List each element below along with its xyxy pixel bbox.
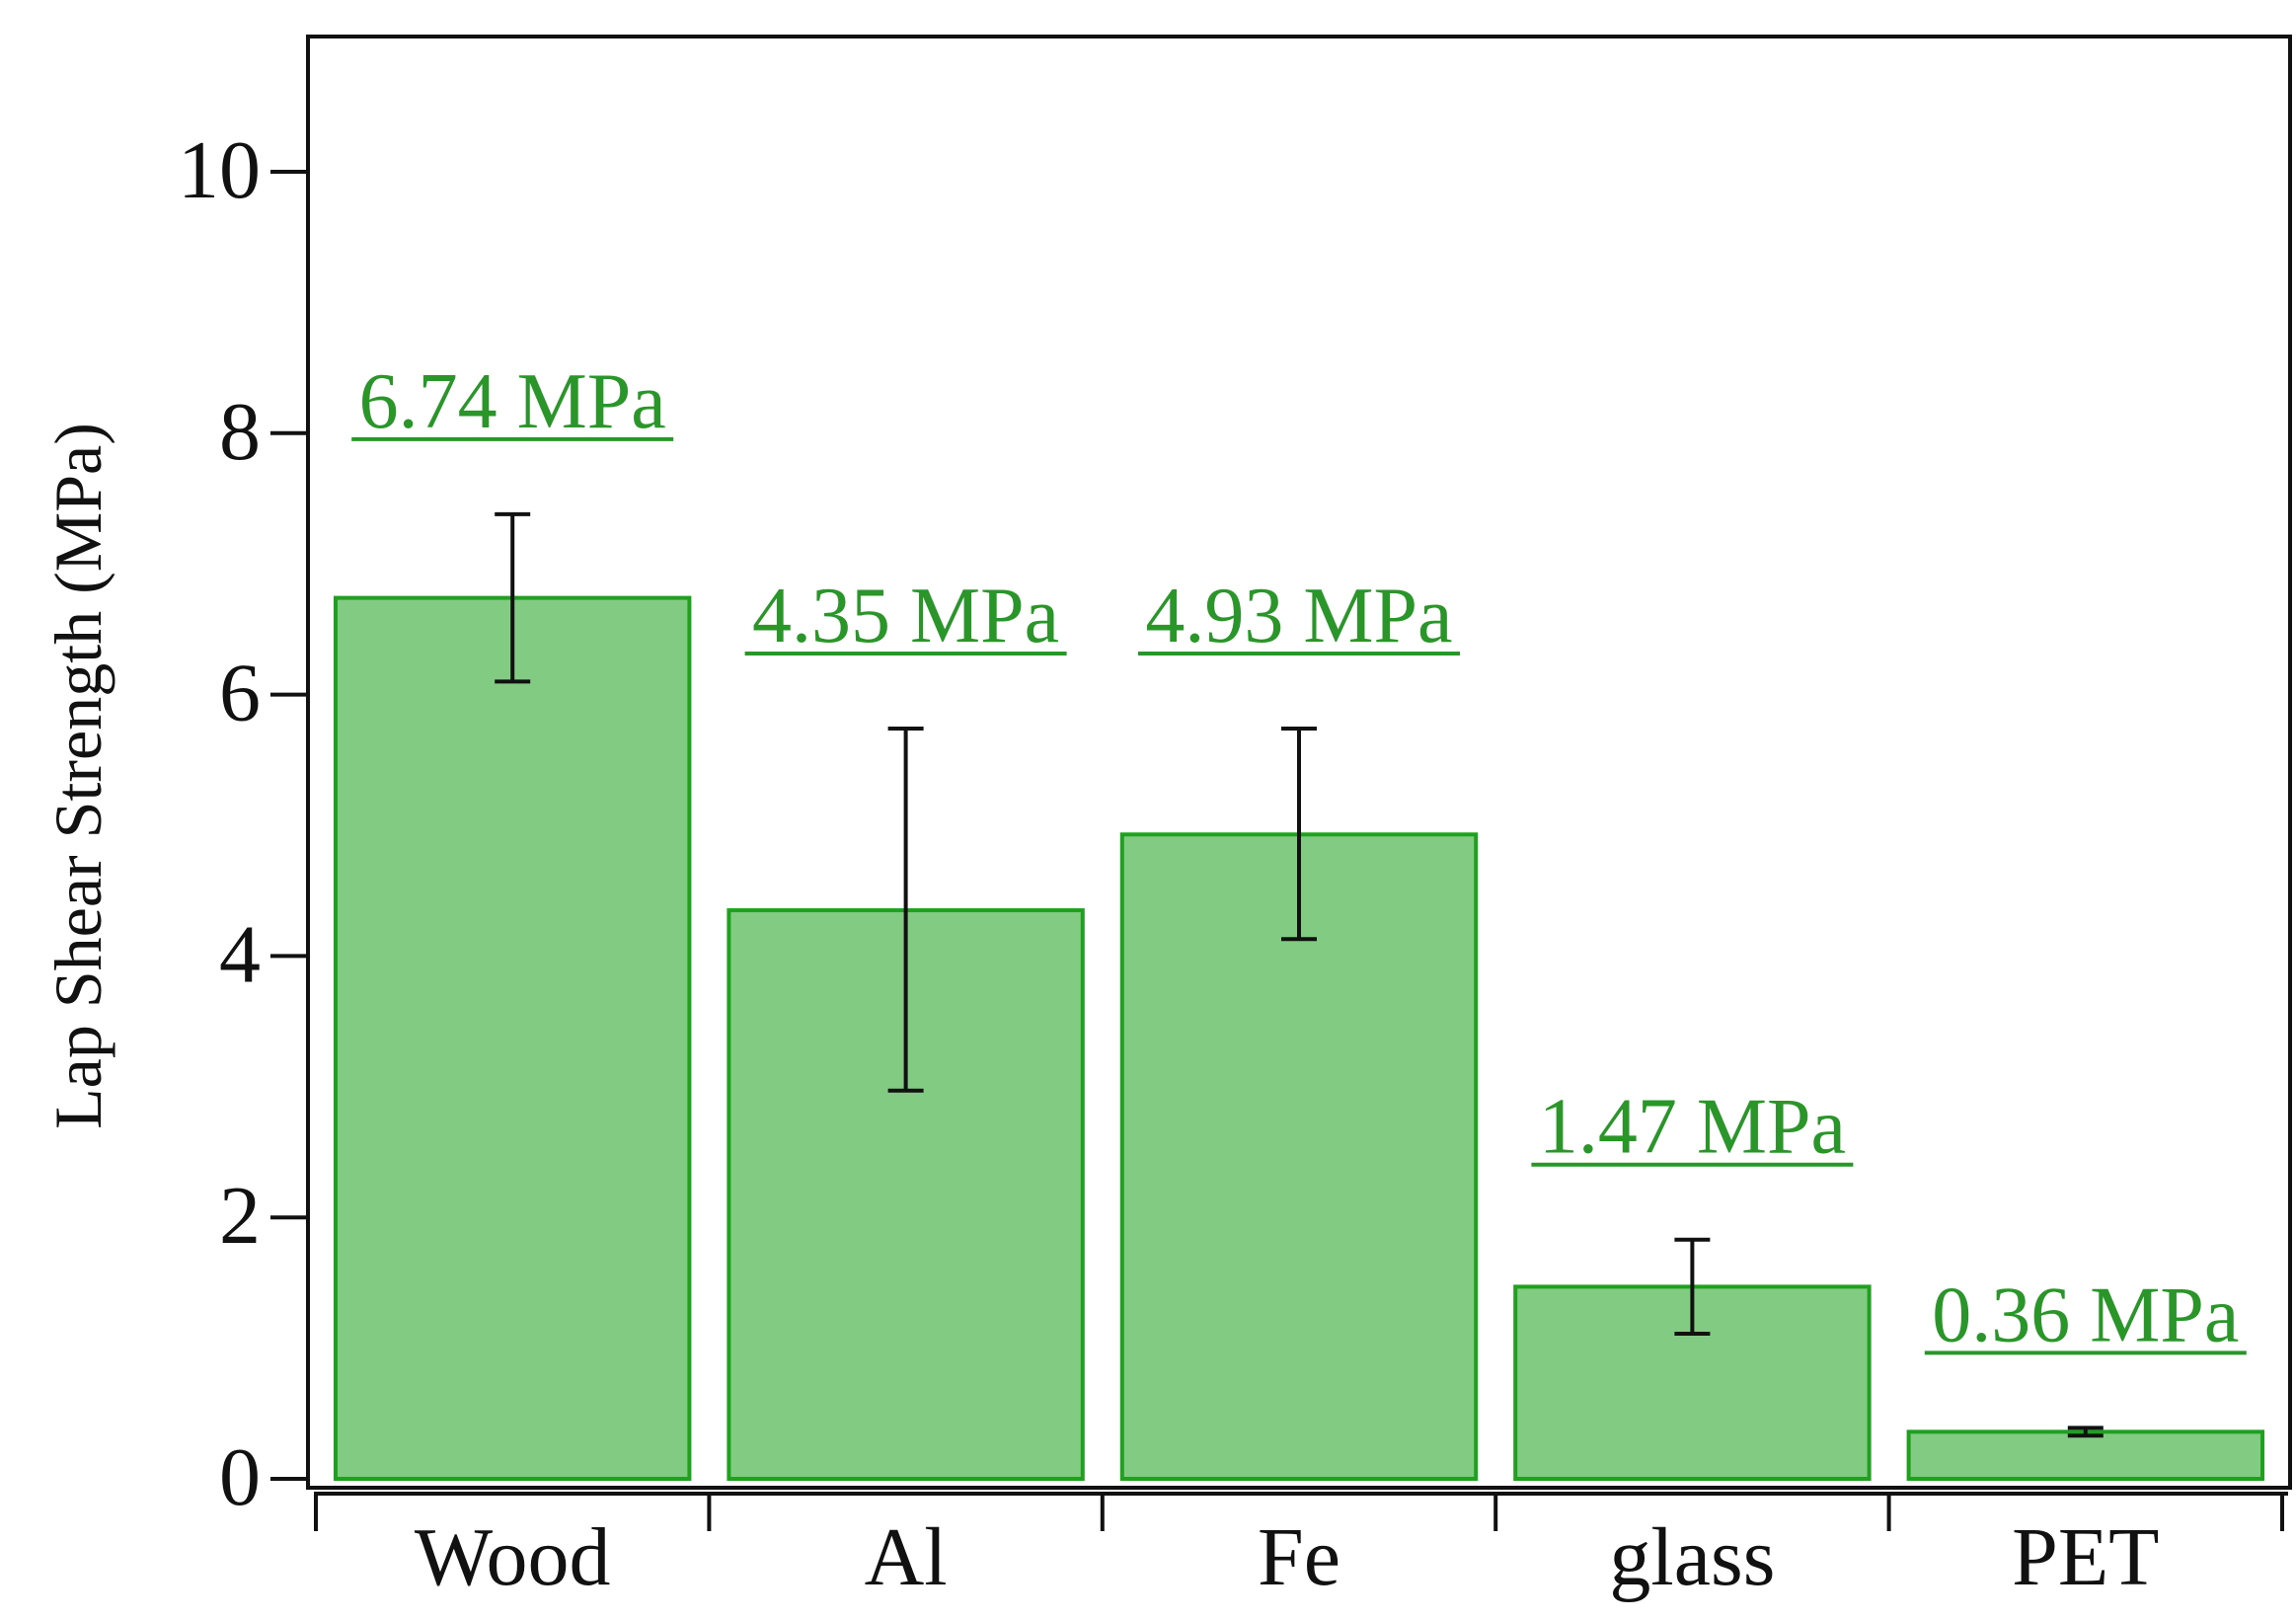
- data-label: 1.47 MPa: [1539, 1084, 1846, 1171]
- x-axis: Wood Al Fe glass PET: [314, 1492, 2288, 1603]
- bar-wood: [334, 595, 692, 1481]
- error-bars: [495, 511, 2104, 1438]
- bar-al: [727, 908, 1085, 1481]
- x-tick-label: PET: [2012, 1511, 2159, 1603]
- bar-fe: [1119, 832, 1479, 1481]
- x-tick-label: Wood: [415, 1511, 611, 1603]
- y-axis-title: Lap Shear Strength (MPa): [40, 423, 115, 1129]
- plot-frame: [306, 35, 2292, 1490]
- y-tick-label: 6: [219, 648, 261, 739]
- y-axis: 0 2 4 6 8 10: [178, 124, 308, 1523]
- data-label: 0.36 MPa: [1932, 1272, 2239, 1358]
- data-labels: 6.74 MPa 4.35 MPa 4.93 MPa 1.47 MPa 0.36 MPa: [351, 358, 2247, 1358]
- x-tick-label: Fe: [1258, 1511, 1340, 1603]
- x-tick-label: glass: [1609, 1511, 1775, 1603]
- data-label: 4.35 MPa: [752, 573, 1059, 659]
- bars: [334, 595, 2264, 1482]
- data-label: 4.93 MPa: [1145, 573, 1452, 659]
- y-tick-label: 2: [219, 1170, 261, 1262]
- y-tick-label: 0: [219, 1431, 261, 1523]
- y-tick-label: 8: [219, 386, 261, 478]
- y-tick-label: 4: [219, 908, 261, 1000]
- data-label: 6.74 MPa: [359, 358, 666, 445]
- bar-pet: [1906, 1429, 2264, 1482]
- y-tick-label: 10: [178, 124, 261, 216]
- x-tick-label: Al: [865, 1511, 948, 1603]
